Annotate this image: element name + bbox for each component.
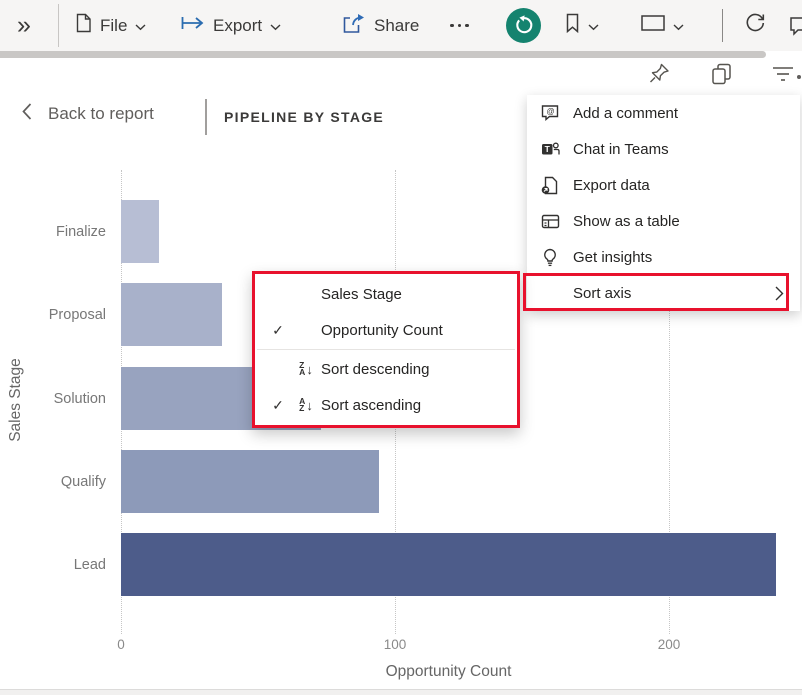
x-tick-label: 200 [639,637,699,652]
x-axis-title: Opportunity Count [121,663,776,681]
comment-mention-icon: @ [539,104,561,122]
sort-ascending-icon: AZ↓ [291,398,321,413]
y-category-label: Solution [0,367,106,430]
menu-item-label: Add a comment [573,105,678,122]
submenu-item-label: Sort ascending [321,397,421,414]
visual-context-menu: @ Add a comment T Chat in Teams Export d… [527,95,800,311]
bar-lead[interactable] [121,533,776,596]
powerbi-focus-mode-screen: » File Export Share [0,0,802,695]
checkmark-icon: ✓ [265,397,291,414]
x-tick-label: 100 [365,637,425,652]
menu-item-get-insights[interactable]: Get insights [527,239,800,275]
submenu-item-sort-ascending[interactable]: ✓ AZ↓ Sort ascending [255,387,517,423]
teams-icon: T [539,140,561,158]
submenu-item-label: Sales Stage [321,286,402,303]
menu-item-label: Chat in Teams [573,141,669,158]
bar-finalize[interactable] [121,200,159,263]
chevron-right-icon [775,286,784,305]
bar-qualify[interactable] [121,450,379,513]
submenu-item-label: Sort descending [321,361,429,378]
x-tick-label: 0 [91,637,151,652]
svg-text:T: T [544,144,550,154]
submenu-item-sales-stage[interactable]: Sales Stage [255,276,517,312]
menu-item-label: Export data [573,177,650,194]
menu-item-add-comment[interactable]: @ Add a comment [527,95,800,131]
y-category-label: Proposal [0,283,106,346]
show-table-icon [539,213,561,230]
sort-axis-submenu: Sales Stage ✓ Opportunity Count ZA↓ Sort… [252,271,520,428]
bar-proposal[interactable] [121,283,222,346]
y-category-label: Qualify [0,450,106,513]
y-category-label: Lead [0,533,106,596]
menu-item-chat-in-teams[interactable]: T Chat in Teams [527,131,800,167]
menu-item-export-data[interactable]: Export data [527,167,800,203]
insights-bulb-icon [539,248,561,267]
submenu-divider [257,349,515,350]
sort-descending-icon: ZA↓ [291,362,321,377]
y-category-label: Finalize [0,200,106,263]
menu-item-show-as-table[interactable]: Show as a table [527,203,800,239]
checkmark-icon: ✓ [265,322,291,339]
submenu-item-sort-descending[interactable]: ZA↓ Sort descending [255,351,517,387]
submenu-item-label: Opportunity Count [321,322,443,339]
menu-item-label: Sort axis [573,285,631,302]
svg-text:@: @ [546,107,554,116]
export-data-icon [539,176,561,195]
menu-item-label: Show as a table [573,213,680,230]
submenu-item-opportunity-count[interactable]: ✓ Opportunity Count [255,312,517,348]
menu-item-label: Get insights [573,249,652,266]
menu-item-sort-axis[interactable]: Sort axis [527,275,800,311]
